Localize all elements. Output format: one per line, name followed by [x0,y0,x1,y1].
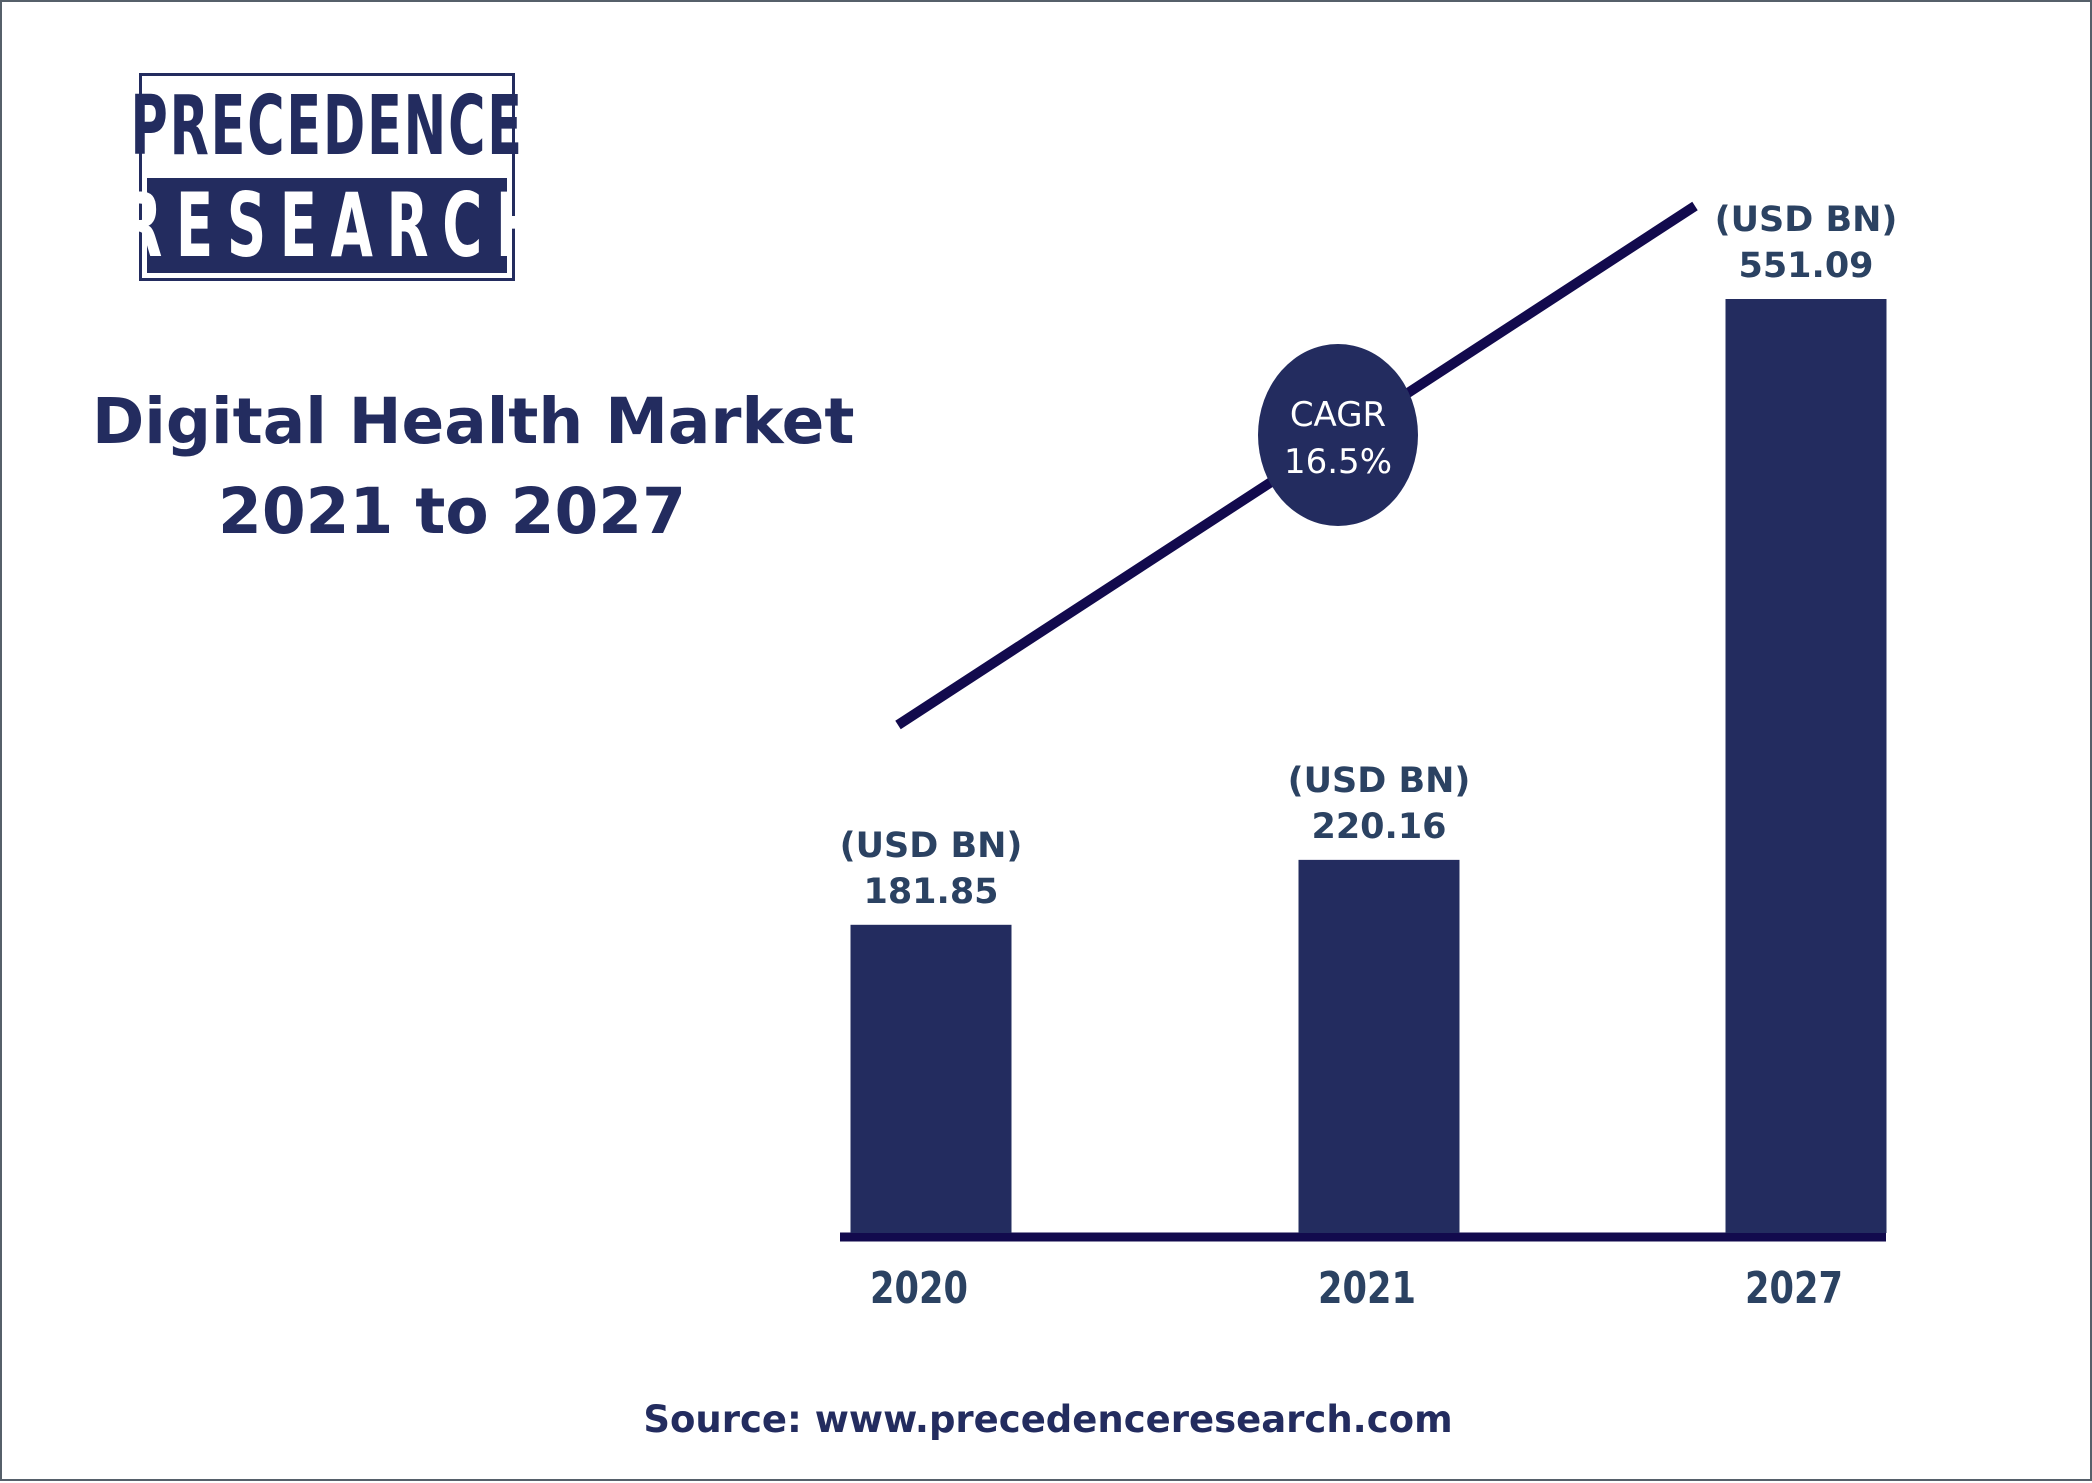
cagr-badge-value: 16.5% [1284,442,1392,482]
precedence-research-logo: PRECEDENCE RESEARCH [121,73,542,281]
cagr-badge: CAGR 16.5% [1258,344,1418,526]
bar-unit-label-2027: (USD BN) [1715,200,1898,240]
x-tick-label-2021: 2021 [1318,1263,1416,1314]
bars-group: (USD BN) 181.85 2020 (USD BN) 220.16 2021 (USD… [840,200,1898,1314]
chart-title: Digital Health Market 2021 to 2027 [92,377,855,557]
logo-bottom-text: RESEARCH [120,173,556,277]
cagr-badge-circle [1258,344,1418,526]
x-tick-label-2027: 2027 [1745,1263,1843,1314]
bar-2020 [850,924,1012,1233]
bar-2021 [1298,859,1460,1233]
chart-title-line-2: 2021 to 2027 [218,475,686,548]
bar-unit-label-2021: (USD BN) [1288,761,1471,801]
bar-unit-label-2020: (USD BN) [840,826,1023,866]
x-tick-label-2020: 2020 [870,1263,968,1314]
chart-title-line-1: Digital Health Market [92,385,855,458]
bar-value-label-2027: 551.09 [1738,246,1873,286]
logo-bottom-band: RESEARCH [121,178,542,273]
bar-value-label-2021: 220.16 [1311,807,1446,847]
source-note: Source: www.precedenceresearch.com [643,1398,1453,1441]
cagr-badge-label: CAGR [1290,395,1386,435]
bar-2027 [1725,299,1887,1233]
logo-top-band: PRECEDENCE [130,76,521,178]
logo-top-text: PRECEDENCE [130,79,524,174]
bar-value-label-2020: 181.85 [863,872,998,912]
